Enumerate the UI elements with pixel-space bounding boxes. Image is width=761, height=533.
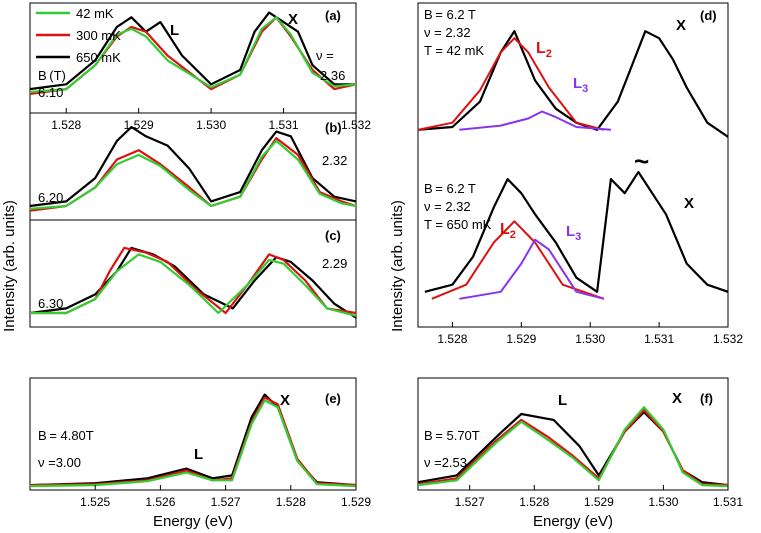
legend-label-650mk: 650 mK	[76, 50, 121, 65]
d-bottom-nu: ν = 2.32	[424, 199, 471, 214]
x-tick-label-5-3: 1.530	[648, 495, 678, 509]
panel-f-frame	[417, 377, 729, 491]
series-650-mk-panel-0	[29, 11, 356, 91]
legend-label-42mk: 42 mK	[76, 6, 114, 21]
d-top-l3-label: L3	[573, 75, 588, 95]
x-tick-label-0-2: 1.530	[196, 118, 226, 132]
peak-label-x: X	[288, 11, 298, 28]
e-peak-x: X	[280, 392, 290, 409]
bt-value-a: 6.10	[38, 85, 63, 100]
x-tick-label-5-2: 1.529	[584, 495, 614, 509]
bt-value-b: 6.20	[38, 190, 63, 205]
nu-label: ν =	[316, 48, 334, 63]
series-650-mk-panel-1	[29, 125, 357, 208]
nu-value-a: 2.36	[320, 68, 345, 83]
x-tick-label-0-3: 1.531	[269, 118, 299, 132]
d-bottom-temp: T = 650 mK	[424, 217, 492, 232]
tick-layer: 1.528 1.529 1.530 1.531 1.532 1.528 1.529 1.530…	[51, 108, 743, 509]
d-top-temp: T = 42 mK	[424, 43, 484, 58]
peak-label-l: L	[170, 22, 179, 39]
y-axis-label-left: Intensity (arb. units)	[1, 200, 18, 332]
x-axis-label-left: Energy (eV)	[153, 513, 233, 530]
bt-label: B (T)	[38, 68, 66, 83]
panel-label-e: (e)	[325, 391, 341, 406]
x-tick-label-3-2: 1.530	[575, 332, 605, 346]
f-bt: B = 5.70T	[424, 428, 480, 443]
d-top-nu: ν = 2.32	[424, 25, 471, 40]
panel-label-c: (c)	[325, 228, 341, 243]
d-bottom-l2-label: L2	[500, 221, 516, 241]
x-tick-label-5-0: 1.527	[455, 495, 485, 509]
series-42-mk-panel-1	[29, 139, 357, 210]
x-tick-label-4-1: 1.526	[145, 495, 175, 509]
x-tick-label-3-4: 1.532	[713, 332, 743, 346]
y-axis-label-right: Intensity (arb. units)	[389, 200, 406, 332]
series-fit-l3-650-mk-panel-3	[459, 238, 605, 300]
x-tick-label-5-4: 1.531	[713, 495, 743, 509]
d-top-l2-label: L2	[536, 40, 552, 60]
panel-e-frame	[29, 377, 357, 491]
e-bt: B = 4.80T	[38, 428, 94, 443]
x-tick-label-4-0: 1.525	[80, 495, 110, 509]
f-nu: ν =2.53	[424, 455, 467, 470]
series-42-mk-panel-2	[30, 253, 357, 317]
x-tick-label-3-0: 1.528	[437, 332, 467, 346]
e-nu: ν =3.00	[38, 455, 81, 470]
d-bottom-x-label: X	[684, 195, 694, 212]
panel-label-d: (d)	[700, 8, 717, 23]
panel-label-a: (a)	[325, 8, 341, 23]
x-axis-label-right: Energy (eV)	[533, 513, 613, 530]
series-fit-l2-650-mk-panel-3	[431, 220, 605, 300]
d-top-bt: B = 6.2 T	[424, 7, 476, 22]
series-fit-l3-42-mk-panel-3	[459, 110, 611, 131]
x-tick-label-0-0: 1.528	[51, 118, 81, 132]
x-tick-label-0-4: 1.532	[341, 118, 371, 132]
legend: 42 mK 300 mK 650 mK	[36, 6, 121, 65]
x-tick-label-3-3: 1.531	[644, 332, 674, 346]
panel-d-frame	[417, 2, 729, 328]
e-peak-l: L	[194, 446, 203, 463]
series-42-mk-panel-4	[29, 399, 357, 488]
series-42-mk-panel-5	[417, 406, 729, 488]
legend-label-300mk: 300 mK	[76, 28, 121, 43]
panel-c-frame	[29, 219, 357, 328]
d-bottom-bt: B = 6.2 T	[424, 181, 476, 196]
bt-value-c: 6.30	[38, 296, 63, 311]
x-tick-label-5-1: 1.528	[519, 495, 549, 509]
d-top-x-label: X	[676, 17, 686, 34]
d-bottom-l3-label: L3	[566, 223, 581, 243]
f-peak-x: X	[672, 390, 682, 407]
series-data-42-mk-panel-3	[417, 30, 729, 138]
panel-label-f: (f)	[700, 391, 713, 406]
x-tick-label-4-3: 1.528	[276, 495, 306, 509]
d-break-mark: ~	[634, 146, 649, 176]
series-fit-l2-42-mk-panel-3	[417, 37, 605, 131]
x-tick-label-4-2: 1.527	[211, 495, 241, 509]
nu-value-b: 2.32	[322, 153, 347, 168]
plot-layer	[29, 11, 729, 488]
x-tick-label-4-4: 1.529	[341, 495, 371, 509]
series-data-650-mk-panel-3	[424, 170, 729, 293]
x-tick-label-3-1: 1.529	[506, 332, 536, 346]
x-tick-label-0-1: 1.529	[124, 118, 154, 132]
series-300-mk-panel-2	[30, 246, 357, 315]
series-42-mk-panel-0	[29, 16, 357, 94]
nu-value-c: 2.29	[322, 256, 347, 271]
panel-label-b: (b)	[325, 120, 342, 135]
f-peak-l: L	[558, 392, 567, 409]
